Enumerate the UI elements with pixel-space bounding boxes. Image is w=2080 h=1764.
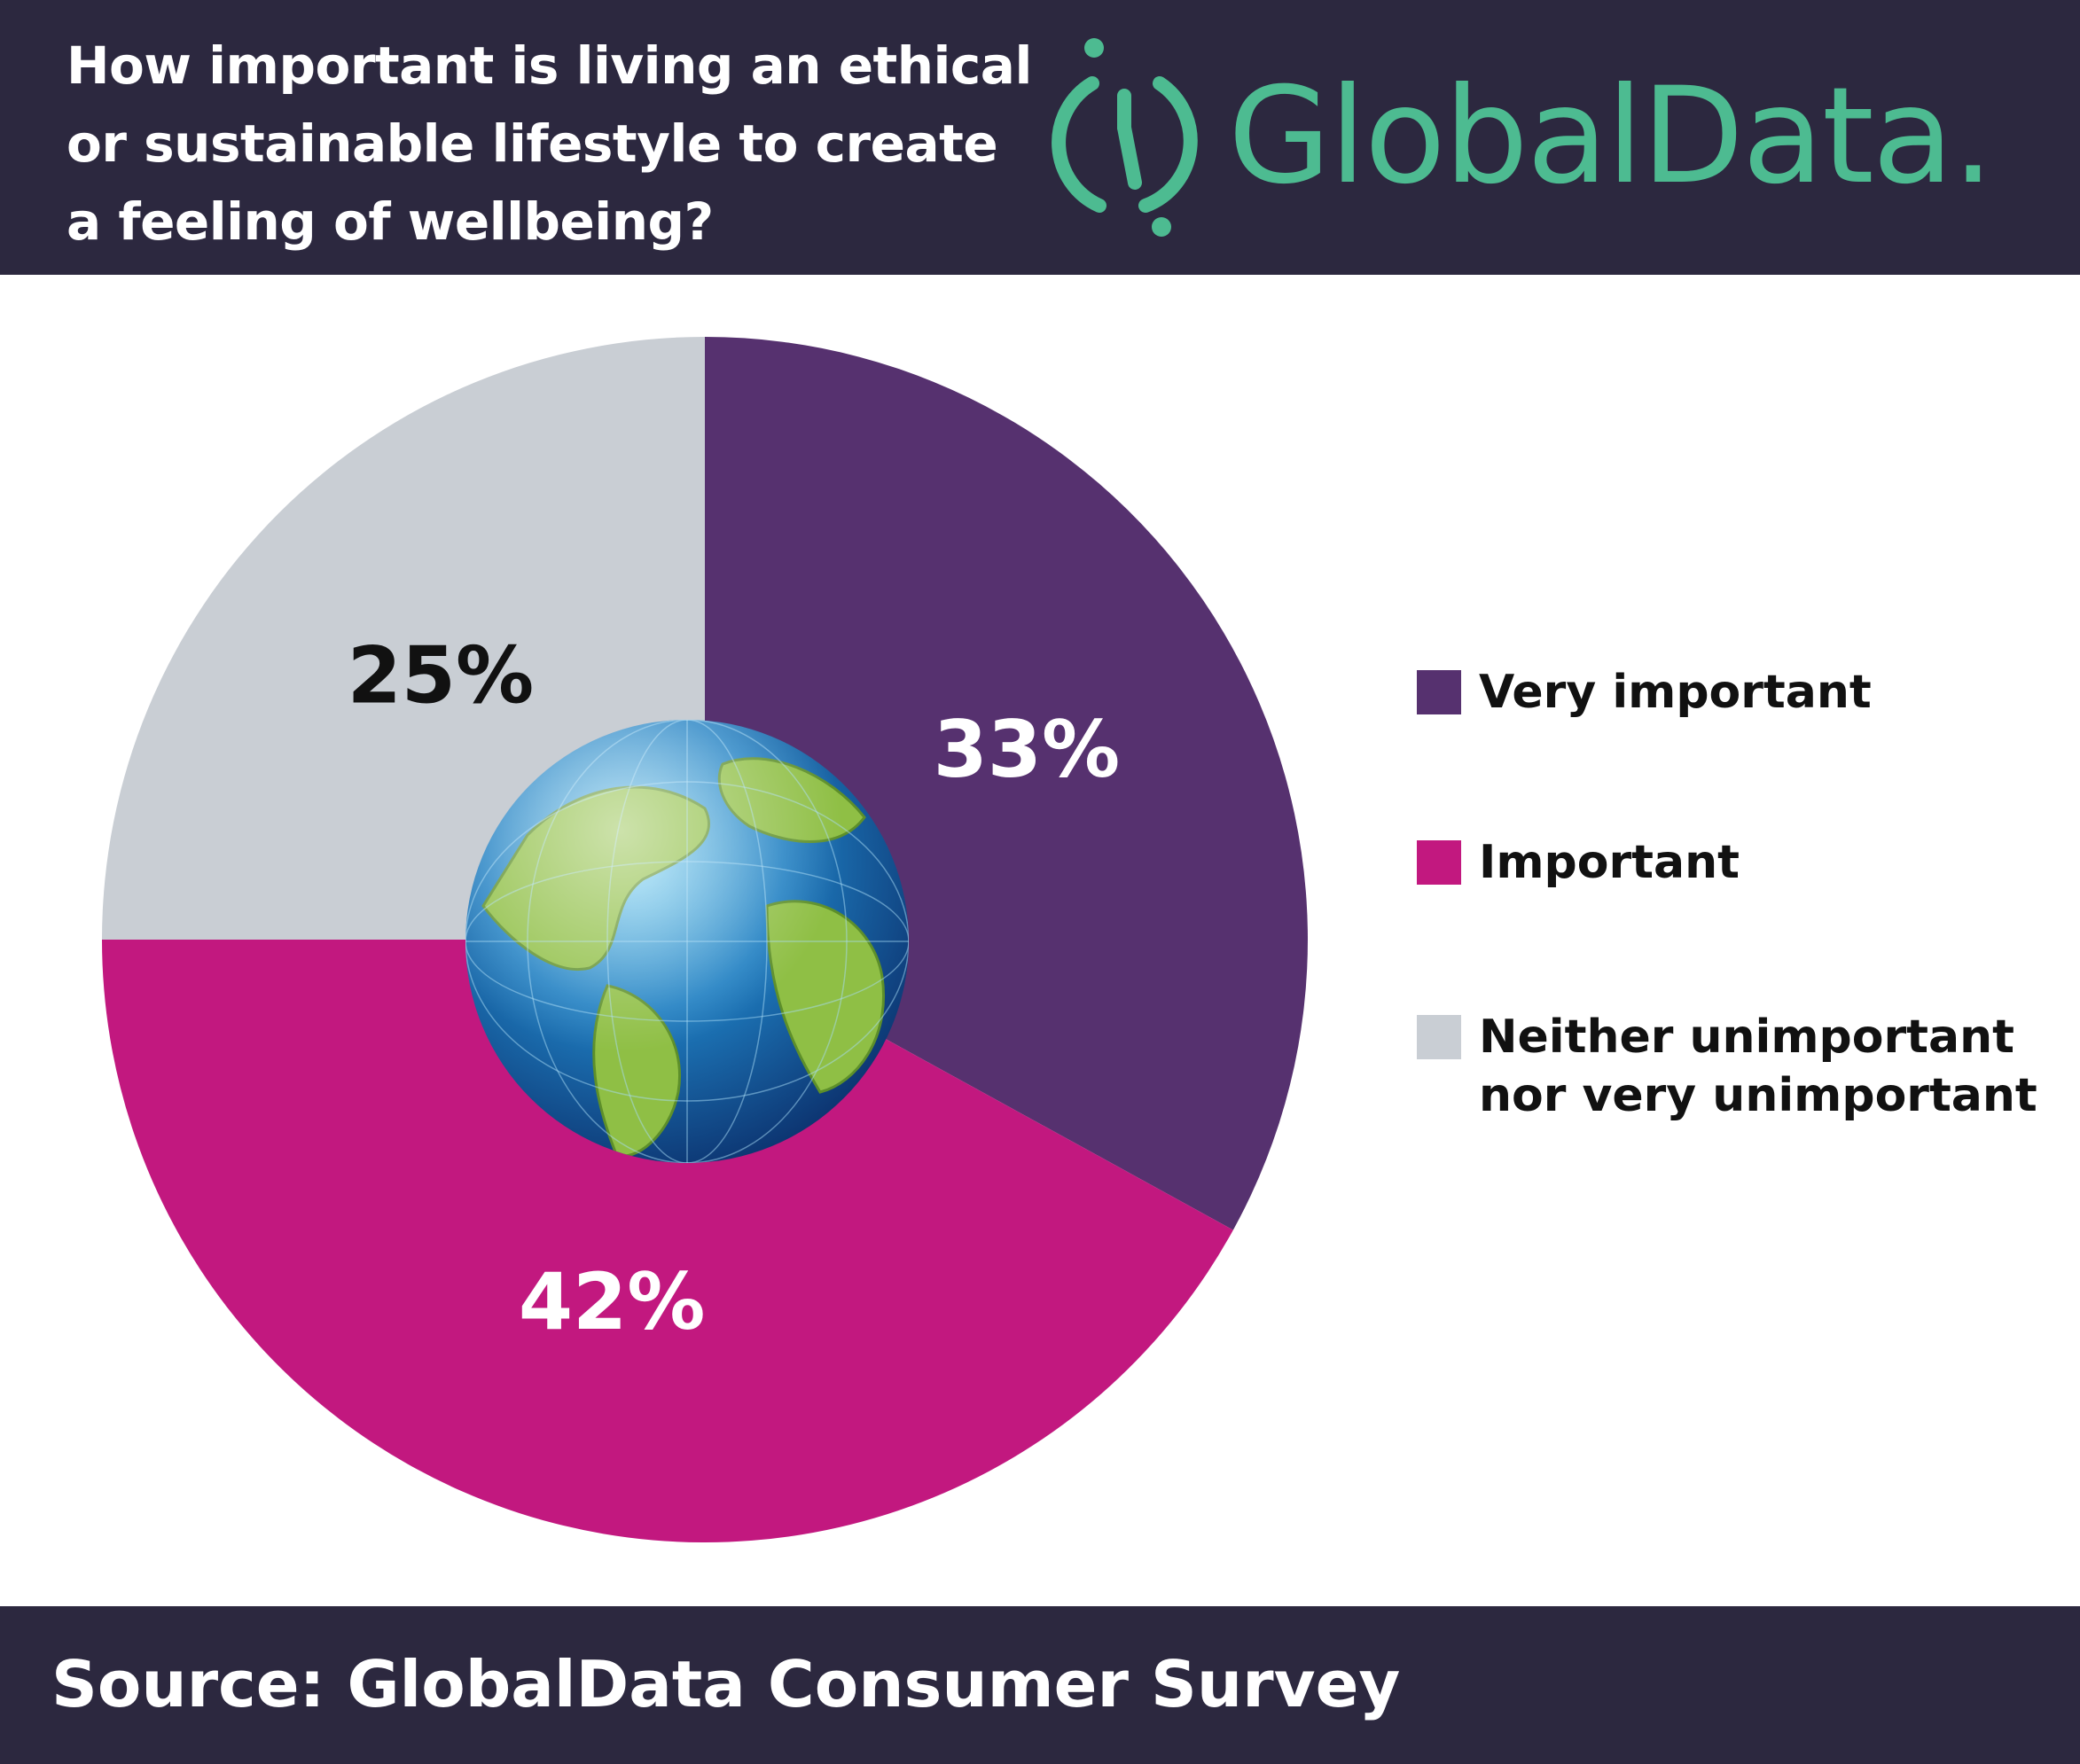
slice-value-label-2: 25% (348, 629, 535, 721)
header-bar: How important is living an ethical or su… (0, 0, 2080, 275)
legend-swatch (1417, 840, 1461, 885)
legend-label: Important (1479, 836, 1740, 889)
slice-value-label-1: 42% (519, 1256, 706, 1347)
globaldata-logo-icon (1052, 38, 1198, 237)
legend-swatch (1417, 670, 1461, 714)
legend-item-neither: Neither unimportant nor very unimportant (1417, 1008, 2046, 1125)
pie-slice-1 (102, 940, 1233, 1543)
chart-title: How important is living an ethical or su… (66, 35, 1032, 252)
source-note: Source: GlobalData Consumer Survey (51, 1647, 1401, 1721)
pie-chart: 33% 42% 25% (102, 337, 1309, 1543)
logo-wordmark: GlobalData. (1228, 59, 1994, 214)
globe-icon (465, 720, 909, 1163)
legend-item-very-important: Very important (1417, 663, 2046, 722)
legend-item-important: Important (1417, 833, 2046, 892)
legend-label: Neither unimportant nor very unimportant (1479, 1011, 2037, 1122)
globaldata-logo: GlobalData. (1037, 32, 2057, 241)
legend-swatch (1417, 1015, 1461, 1059)
slice-value-label-0: 33% (934, 704, 1121, 795)
footer-bar: Source: GlobalData Consumer Survey (0, 1606, 2080, 1764)
legend-label: Very important (1479, 666, 1872, 719)
